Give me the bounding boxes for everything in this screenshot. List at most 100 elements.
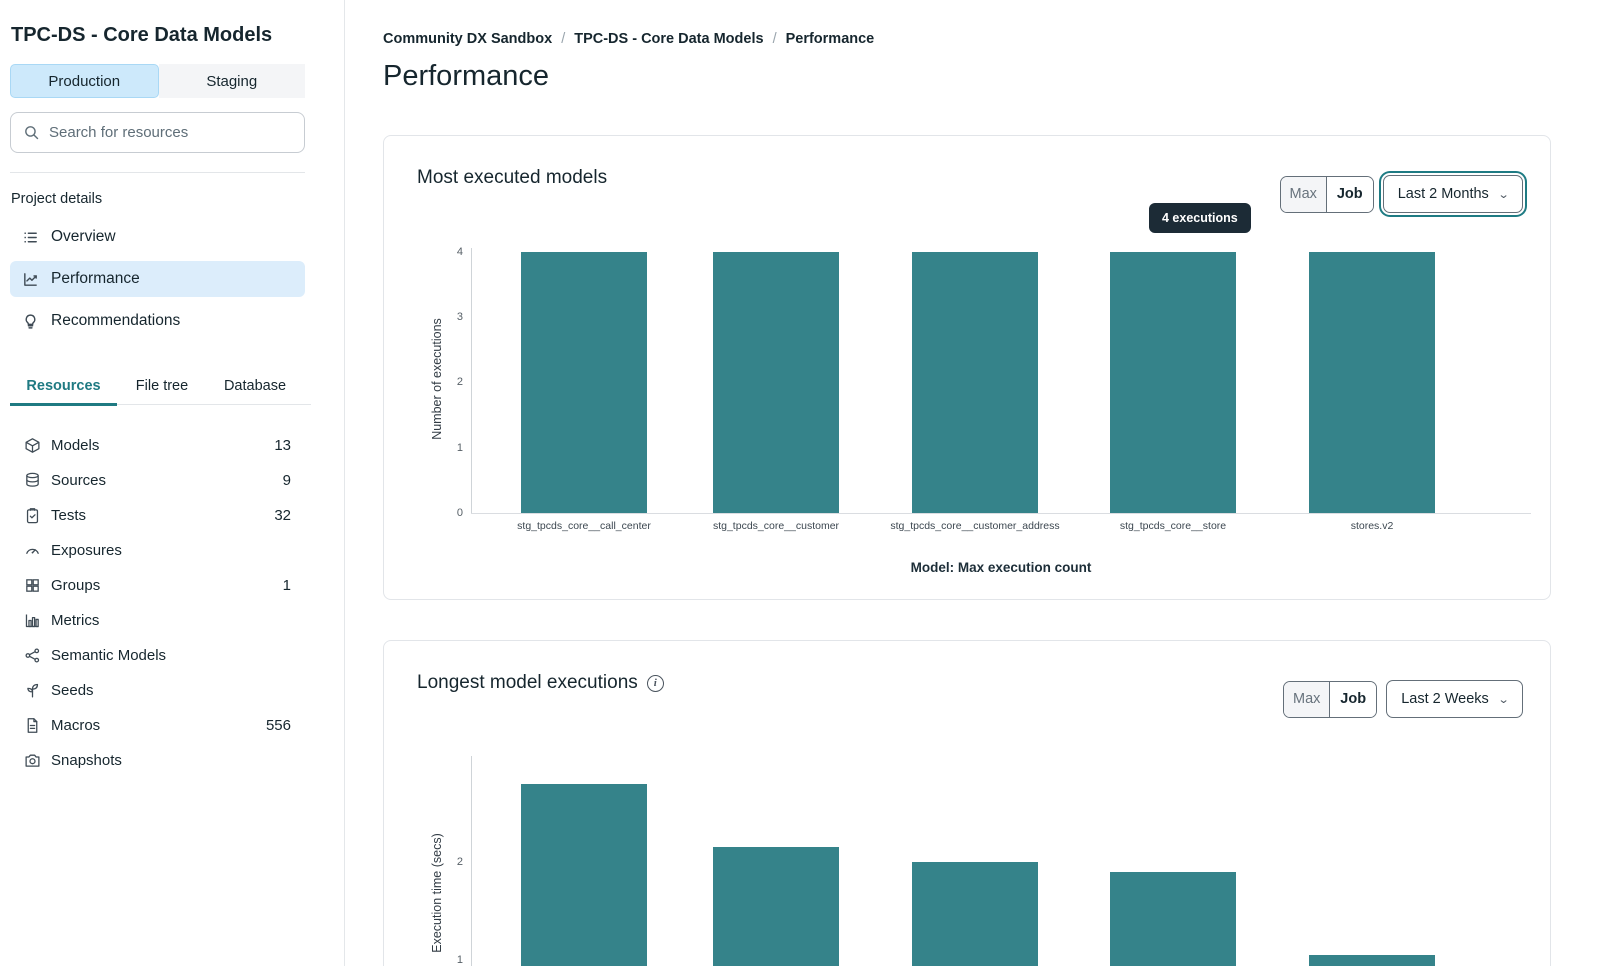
sidebar-item-models[interactable]: Models 13: [10, 428, 305, 463]
tab-production[interactable]: Production: [10, 64, 159, 98]
resource-label: Models: [51, 437, 100, 454]
job-toggle-button[interactable]: Job: [1330, 681, 1377, 717]
resource-label: Exposures: [51, 542, 122, 559]
x-tick-label: stg_tpcds_core__call_center: [517, 520, 651, 532]
sidebar-item-semantic-models[interactable]: Semantic Models: [10, 638, 305, 673]
bar[interactable]: [1309, 252, 1435, 513]
resource-label: Seeds: [51, 682, 94, 699]
sidebar-item-seeds[interactable]: Seeds: [10, 673, 305, 708]
tab-database[interactable]: Database: [223, 378, 287, 394]
resource-label: Snapshots: [51, 752, 122, 769]
bar[interactable]: [1110, 871, 1236, 966]
page-title: Performance: [383, 60, 550, 92]
gauge-icon: [24, 542, 41, 559]
document-icon: [24, 717, 41, 734]
search-box[interactable]: [10, 112, 305, 153]
most-executed-models-card: Most executed models Max Job Last 2 Mont…: [383, 135, 1551, 600]
max-toggle-button[interactable]: Max: [1280, 176, 1327, 212]
sidebar-item-exposures[interactable]: Exposures: [10, 533, 305, 568]
chart-controls: Max Job Last 2 Weeks ⌄: [1283, 680, 1523, 718]
time-range-dropdown[interactable]: Last 2 Months ⌄: [1382, 175, 1523, 213]
resource-list: Models 13 Sources 9 Tests 32 Exposures Groups 1 M…: [10, 428, 305, 778]
resource-label: Metrics: [51, 612, 100, 629]
sidebar-item-macros[interactable]: Macros 556: [10, 708, 305, 743]
x-tick-label: stores.v2: [1350, 520, 1394, 532]
time-range-value: Last 2 Weeks: [1401, 691, 1489, 707]
bar[interactable]: [912, 862, 1038, 966]
breadcrumb: Community DX Sandbox / TPC-DS - Core Dat…: [383, 31, 874, 47]
project-details-label: Project details: [11, 191, 103, 207]
x-tick-label: stg_tpcds_core__store: [1119, 520, 1227, 532]
y-axis-line: [471, 756, 472, 966]
job-toggle-button[interactable]: Job: [1326, 176, 1373, 212]
bar[interactable]: [912, 252, 1038, 513]
project-nav: Overview Performance Recommendations: [10, 219, 305, 345]
breadcrumb-separator: /: [772, 31, 777, 47]
breadcrumb-account[interactable]: Community DX Sandbox: [383, 31, 553, 47]
sidebar-item-groups[interactable]: Groups 1: [10, 568, 305, 603]
sidebar-item-label: Recommendations: [51, 312, 181, 329]
camera-icon: [24, 752, 41, 769]
resource-label: Sources: [51, 472, 107, 489]
resource-label: Groups: [51, 577, 101, 594]
resource-count: 556: [265, 717, 291, 734]
sidebar-divider: [10, 172, 305, 173]
y-tick-label: 2: [456, 376, 463, 388]
bar[interactable]: [713, 847, 839, 966]
breadcrumb-current: Performance: [785, 31, 875, 47]
tab-resources[interactable]: Resources: [10, 368, 117, 406]
network-icon: [24, 647, 41, 664]
time-range-value: Last 2 Months: [1397, 186, 1489, 202]
sidebar-item-metrics[interactable]: Metrics: [10, 603, 305, 638]
resource-label: Semantic Models: [51, 647, 167, 664]
chart-title-text: Most executed models: [417, 167, 608, 188]
tab-staging[interactable]: Staging: [158, 64, 305, 98]
chevron-down-icon: ⌄: [1497, 188, 1510, 201]
bar[interactable]: [1309, 955, 1435, 966]
sidebar-item-sources[interactable]: Sources 9: [10, 463, 305, 498]
chart-tooltip: 4 executions: [1149, 203, 1251, 233]
sidebar: TPC-DS - Core Data Models Production Sta…: [0, 0, 345, 966]
y-tick-label: 3: [456, 311, 463, 323]
sidebar-item-tests[interactable]: Tests 32: [10, 498, 305, 533]
project-title: TPC-DS - Core Data Models: [11, 24, 273, 46]
bar[interactable]: [521, 252, 647, 513]
tab-file-tree[interactable]: File tree: [135, 378, 189, 394]
x-axis-line: [471, 513, 1531, 514]
time-range-dropdown[interactable]: Last 2 Weeks ⌄: [1386, 680, 1523, 718]
clipboard-check-icon: [24, 507, 41, 524]
y-tick-label: 4: [456, 246, 463, 258]
chart-title-text: Longest model executions: [417, 672, 638, 693]
x-tick-label: stg_tpcds_core__customer_address: [890, 520, 1060, 532]
y-axis-line: [471, 248, 472, 513]
max-toggle-button[interactable]: Max: [1284, 681, 1331, 717]
main-content: Community DX Sandbox / TPC-DS - Core Dat…: [345, 0, 1621, 966]
longest-model-executions-card: Longest model executions i Max Job Last …: [383, 640, 1551, 966]
sidebar-item-label: Performance: [51, 270, 140, 287]
search-icon: [23, 124, 40, 141]
sidebar-item-recommendations[interactable]: Recommendations: [10, 303, 305, 339]
y-axis-title: Number of executions: [430, 318, 444, 440]
chevron-down-icon: ⌄: [1497, 693, 1510, 706]
resource-count: 1: [282, 577, 291, 594]
chart-line-icon: [22, 271, 39, 288]
cube-icon: [24, 437, 41, 454]
resource-count: 9: [282, 472, 291, 489]
bar[interactable]: [1110, 252, 1236, 513]
lightbulb-icon: [22, 313, 39, 330]
sidebar-item-performance[interactable]: Performance: [10, 261, 305, 297]
sidebar-item-label: Overview: [51, 228, 116, 245]
search-input[interactable]: [49, 124, 292, 141]
info-icon[interactable]: i: [646, 674, 664, 692]
resource-label: Macros: [51, 717, 101, 734]
y-tick-label: 0: [456, 507, 463, 519]
bar[interactable]: [713, 252, 839, 513]
y-tick-label: 2: [456, 856, 463, 868]
y-tick-label: 1: [456, 954, 463, 966]
x-tick-label: stg_tpcds_core__customer: [712, 520, 840, 532]
bar[interactable]: [521, 783, 647, 966]
breadcrumb-project[interactable]: TPC-DS - Core Data Models: [574, 31, 764, 47]
sidebar-item-overview[interactable]: Overview: [10, 219, 305, 255]
sidebar-item-snapshots[interactable]: Snapshots: [10, 743, 305, 778]
